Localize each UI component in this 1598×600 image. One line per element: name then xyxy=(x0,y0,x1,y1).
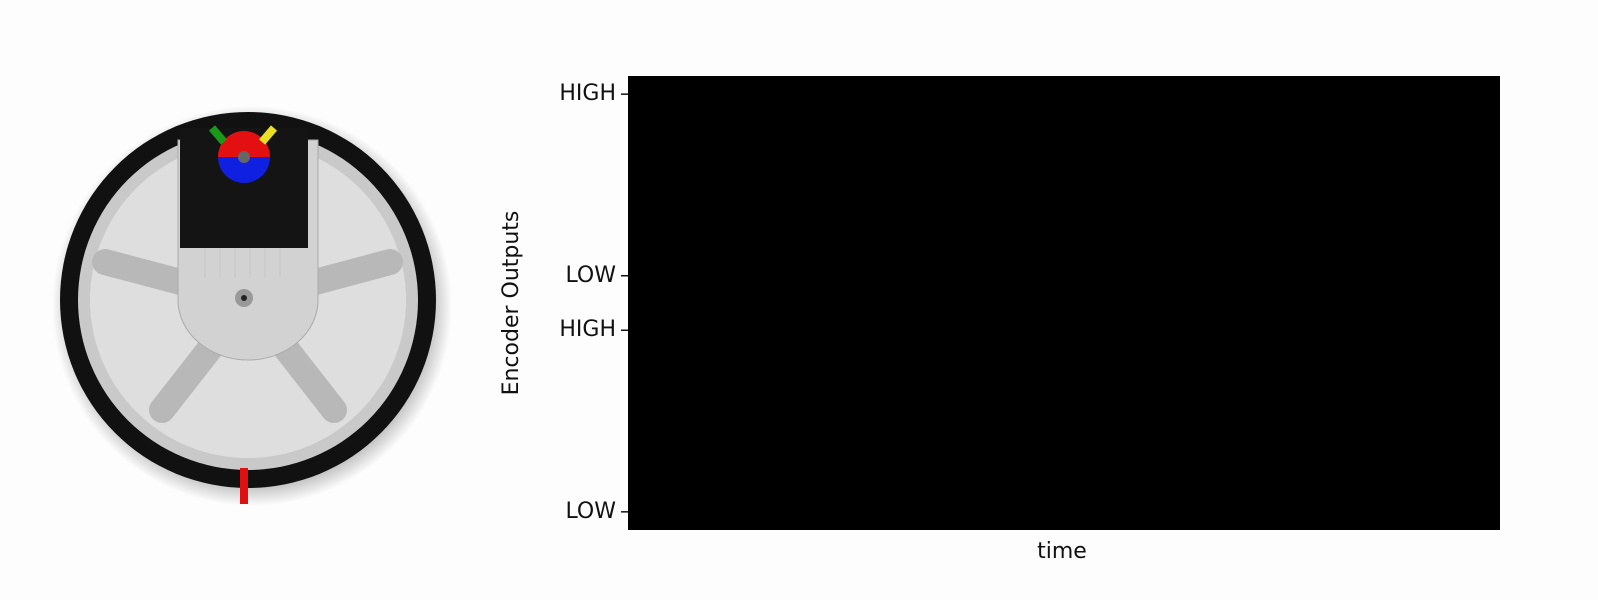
hub-center xyxy=(241,295,247,301)
y-tick-label: HIGH xyxy=(559,81,616,106)
y-tick-label: LOW xyxy=(565,263,616,288)
sensor-a xyxy=(208,125,228,145)
magnet-red xyxy=(218,131,270,157)
y-tick-label: HIGH xyxy=(559,317,616,342)
plot-area xyxy=(628,76,1500,530)
shaft xyxy=(238,151,250,163)
x-axis-label: time xyxy=(1037,539,1087,564)
magnet-blue xyxy=(218,157,270,183)
y-axis-label: Encoder Outputs xyxy=(499,211,524,396)
pins xyxy=(204,248,281,278)
y-tick-label: LOW xyxy=(565,499,616,524)
wheel-image xyxy=(52,106,452,506)
sensor-b xyxy=(258,125,278,145)
